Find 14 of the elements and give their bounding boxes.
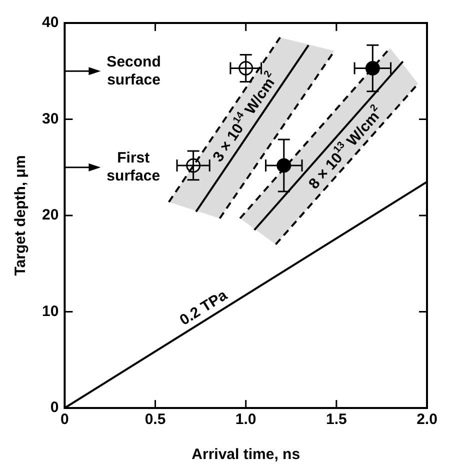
y-tick-label: 30 xyxy=(42,110,59,128)
x-tick-label: 1.5 xyxy=(326,411,347,428)
ref-line-label: Second surface xyxy=(106,53,161,88)
x-tick-label: 2.0 xyxy=(416,411,438,428)
x-tick-label: 1.0 xyxy=(235,411,256,428)
y-tick-label: 0 xyxy=(50,399,59,416)
ref-line-label: First surface xyxy=(106,150,160,185)
y-tick-label: 10 xyxy=(42,302,59,320)
y-tick-label: 40 xyxy=(42,14,59,32)
x-axis-title: Arrival time, ns xyxy=(192,446,300,464)
annotation: 0.2 TPa xyxy=(176,286,231,330)
y-axis-title: Target depth, μm xyxy=(12,155,30,276)
y-tick-label: 20 xyxy=(42,206,59,224)
x-tick-label: 0.5 xyxy=(144,411,166,428)
